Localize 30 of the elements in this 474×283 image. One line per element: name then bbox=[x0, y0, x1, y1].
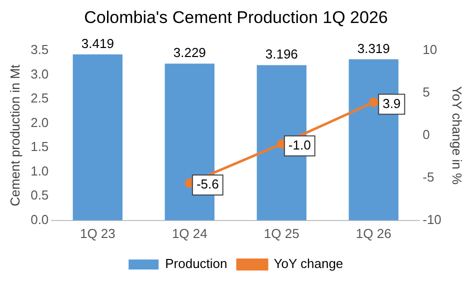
data-label: -5.6 bbox=[196, 176, 219, 192]
legend-label: YoY change bbox=[274, 256, 344, 272]
data-label: 3.319 bbox=[357, 40, 390, 56]
y2-tick-label: 10 bbox=[422, 42, 438, 57]
x-tick-label: 1Q 25 bbox=[264, 226, 300, 241]
y-tick-label: 3.0 bbox=[30, 66, 49, 82]
y2-tick-label: 0 bbox=[422, 126, 430, 142]
y-tick-label: 2.5 bbox=[30, 90, 49, 106]
y-tick-label: 3.5 bbox=[30, 42, 49, 57]
y-tick-label: 0.5 bbox=[30, 188, 49, 203]
data-label: 3.229 bbox=[173, 45, 206, 60]
x-tick-label: 1Q 26 bbox=[356, 226, 392, 241]
y-axis-title: Cement production in Mt bbox=[7, 64, 22, 206]
y-tick-label: 1.0 bbox=[30, 163, 49, 178]
y-tick-label: 2.0 bbox=[30, 114, 49, 130]
y-tick-label: 0.0 bbox=[30, 212, 49, 227]
legend-label: Production bbox=[165, 256, 228, 272]
data-label: 3.419 bbox=[81, 36, 114, 51]
y2-axis-title: YoY change in % bbox=[450, 86, 465, 185]
data-label: 3.196 bbox=[265, 46, 298, 62]
data-label: -1.0 bbox=[288, 137, 311, 152]
chart-title: Colombia's Cement Production 1Q 2026 bbox=[84, 8, 388, 27]
x-tick-label: 1Q 24 bbox=[172, 226, 208, 241]
y-tick-label: 1.5 bbox=[30, 139, 49, 154]
y2-tick-label: 5 bbox=[422, 84, 430, 100]
x-tick-label: 1Q 23 bbox=[80, 226, 116, 241]
y2-tick-label: -5 bbox=[422, 169, 434, 184]
point bbox=[368, 98, 378, 107]
data-label: 3.9 bbox=[382, 96, 401, 111]
y2-tick-label: -10 bbox=[422, 212, 442, 227]
